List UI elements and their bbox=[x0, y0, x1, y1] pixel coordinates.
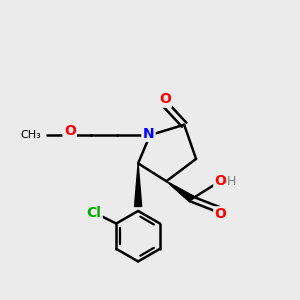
Text: O: O bbox=[159, 92, 171, 106]
Text: Cl: Cl bbox=[86, 206, 101, 220]
Text: O: O bbox=[64, 124, 76, 138]
Text: O: O bbox=[214, 174, 226, 188]
Text: H: H bbox=[227, 175, 236, 188]
Polygon shape bbox=[166, 181, 194, 202]
Text: O: O bbox=[214, 207, 226, 221]
Polygon shape bbox=[134, 164, 142, 206]
Text: N: N bbox=[143, 127, 154, 141]
Text: CH₃: CH₃ bbox=[21, 130, 41, 140]
